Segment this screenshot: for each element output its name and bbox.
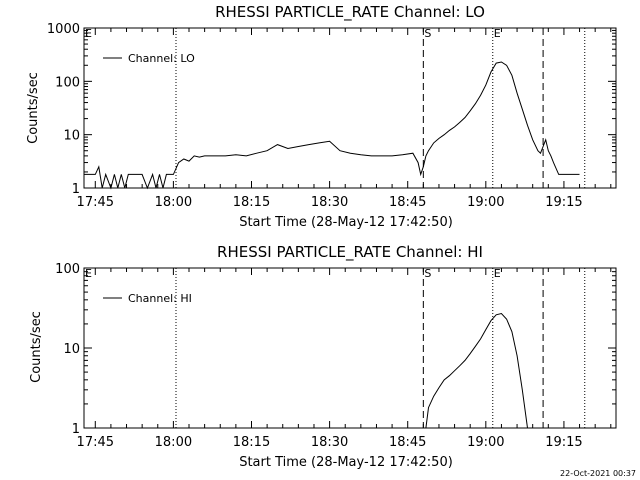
series-line bbox=[84, 61, 580, 190]
x-tick-label: 18:00 bbox=[155, 195, 192, 210]
series-line bbox=[425, 312, 528, 429]
chart-title: RHESSI PARTICLE_RATE Channel: HI bbox=[217, 243, 483, 262]
y-axis-label: Counts/sec bbox=[26, 72, 41, 144]
x-tick-label: 18:30 bbox=[311, 435, 348, 450]
y-tick-label: 1 bbox=[72, 182, 80, 197]
y-tick-label: 10 bbox=[63, 342, 80, 357]
hi-channel-panel: RHESSI PARTICLE_RATE Channel: HI Start T… bbox=[29, 243, 617, 470]
x-tick-label: 17:45 bbox=[77, 435, 114, 450]
time-marker-label: S bbox=[424, 27, 431, 40]
x-tick-label: 18:15 bbox=[233, 195, 270, 210]
y-tick-label: 1 bbox=[72, 422, 80, 437]
data-series bbox=[84, 61, 580, 190]
x-tick-label: 18:45 bbox=[389, 435, 426, 450]
x-axis-label: Start Time (28-May-12 17:42:50) bbox=[239, 215, 453, 230]
axis-ticks: 17:45 18:00 18:15 18:30 18:45 19:00 19:15 1 10 10… bbox=[47, 22, 616, 210]
x-tick-label: 19:15 bbox=[545, 195, 582, 210]
time-marker-label: S bbox=[424, 267, 431, 280]
plot-frame bbox=[83, 267, 617, 429]
lo-channel-panel: RHESSI PARTICLE_RATE Channel: LO Start T… bbox=[26, 3, 617, 230]
data-series bbox=[425, 312, 528, 429]
y-tick-label: 100 bbox=[55, 75, 80, 90]
x-tick-label: 19:15 bbox=[545, 435, 582, 450]
time-marker-label: E bbox=[85, 267, 92, 280]
time-marker-label: E bbox=[85, 27, 92, 40]
y-tick-label: 1000 bbox=[47, 22, 80, 37]
x-tick-label: 18:15 bbox=[233, 435, 270, 450]
y-tick-label: 100 bbox=[55, 262, 80, 277]
chart-title: RHESSI PARTICLE_RATE Channel: LO bbox=[215, 3, 485, 22]
y-axis-label: Counts/sec bbox=[29, 311, 44, 383]
axis-ticks: 17:45 18:00 18:15 18:30 18:45 19:00 19:15 1 10 10… bbox=[55, 262, 616, 450]
x-tick-label: 18:30 bbox=[311, 195, 348, 210]
time-marker-label: E bbox=[494, 267, 501, 280]
x-tick-label: 18:45 bbox=[389, 195, 426, 210]
legend-label: Channel: LO bbox=[128, 52, 195, 65]
footer-date: 22-Oct-2021 00:37 bbox=[560, 469, 636, 478]
x-tick-label: 17:45 bbox=[77, 195, 114, 210]
plot-frame bbox=[83, 27, 617, 189]
x-tick-label: 18:00 bbox=[155, 435, 192, 450]
y-tick-label: 10 bbox=[63, 129, 80, 144]
x-tick-label: 19:00 bbox=[467, 435, 504, 450]
x-axis-label: Start Time (28-May-12 17:42:50) bbox=[239, 455, 453, 470]
x-tick-label: 19:00 bbox=[467, 195, 504, 210]
time-marker-label: E bbox=[494, 27, 501, 40]
legend-label: Channel: HI bbox=[128, 292, 192, 305]
